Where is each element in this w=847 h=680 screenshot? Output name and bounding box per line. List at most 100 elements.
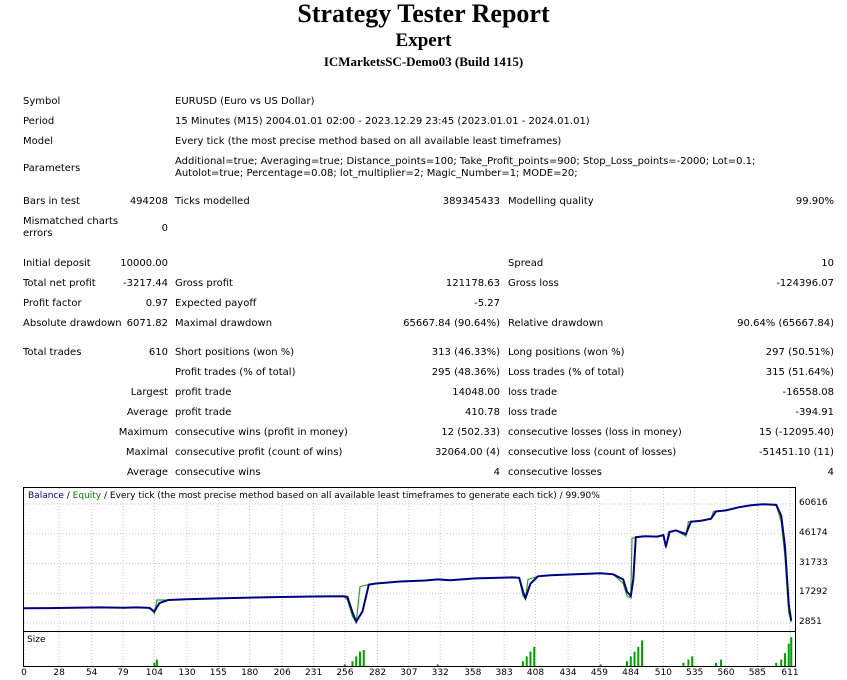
ticks-value: 389345433 (442, 196, 500, 207)
largest-loss-label: loss trade (508, 387, 558, 398)
balance-equity-chart: Balance / Equity / Every tick (the most … (23, 487, 796, 632)
average-consecutive-label: Average (126, 467, 168, 478)
ticks-label: Ticks modelled (175, 196, 250, 207)
size-bar-14 (629, 656, 632, 666)
gross-profit-value: 121178.63 (445, 278, 500, 289)
size-bar-4 (355, 656, 358, 666)
max-wins-label: consecutive wins (profit in money) (175, 427, 348, 438)
size-bar-7 (436, 664, 439, 666)
x-tick-label-13: 332 (431, 668, 449, 678)
profit-factor-value: 0.97 (145, 298, 168, 309)
long-label: Long positions (won %) (508, 347, 625, 358)
short-label: Short positions (won %) (175, 347, 295, 358)
period-value: 15 Minutes (M15) 2004.01.01 02:00 - 2023… (175, 116, 590, 127)
size-bar-5 (358, 651, 361, 666)
size-label: Size (27, 635, 46, 645)
size-bar-19 (687, 659, 690, 666)
size-bar-27 (790, 637, 793, 666)
x-tick-label-2: 54 (85, 668, 98, 678)
size-bar-17 (641, 640, 644, 666)
size-bar-11 (533, 646, 536, 666)
size-bar-25 (783, 653, 786, 666)
max-wins-value: 12 (502.33) (441, 427, 500, 438)
y-tick-label-3: 17292 (799, 587, 828, 598)
quality-label: Modelling quality (508, 196, 594, 207)
avg-losses-label: consecutive losses (508, 467, 602, 478)
avg-profit-value: 410.78 (465, 407, 500, 418)
maximum-label: Maximum (118, 427, 168, 438)
size-bar-8 (521, 661, 524, 666)
mismatch-value: 0 (161, 223, 168, 234)
size-bar-20 (691, 656, 694, 666)
profit-trades-value: 295 (48.36%) (431, 367, 500, 378)
total-trades-value: 610 (148, 347, 168, 358)
deposit-value: 10000.00 (120, 258, 168, 269)
size-bar-18 (682, 662, 685, 666)
size-bar-21 (715, 662, 718, 666)
short-value: 313 (46.33%) (431, 347, 500, 358)
avg-wins-label: consecutive wins (175, 467, 261, 478)
max-losses-label: consecutive losses (loss in money) (508, 427, 682, 438)
mismatch-label: Mismatched charts errors (23, 216, 119, 239)
bars-label: Bars in test (23, 196, 80, 207)
legend-balance: Balance (28, 491, 64, 501)
net-profit-value: -3217.44 (123, 278, 168, 289)
x-tick-label-3: 79 (117, 668, 129, 678)
x-tick-label-18: 459 (590, 668, 609, 678)
size-bar-0 (153, 662, 156, 666)
rel-drawdown-label: Relative drawdown (508, 318, 604, 329)
maximal-profit-label: consecutive profit (count of wins) (175, 447, 343, 458)
total-trades-label: Total trades (23, 347, 82, 358)
spread-label: Spread (508, 258, 544, 269)
size-panel: Size (23, 631, 796, 667)
x-tick-label-24: 611 (781, 668, 799, 678)
balance-equity-plot (24, 488, 795, 631)
x-tick-label-0: 0 (21, 668, 27, 678)
maximal-label: Maximal (125, 447, 168, 458)
x-tick-label-19: 484 (622, 668, 640, 678)
gross-loss-value: -124396.07 (776, 278, 834, 289)
avg-wins-value: 4 (493, 467, 500, 478)
net-profit-label: Total net profit (23, 278, 96, 289)
spread-value: 10 (821, 258, 834, 269)
report-subtitle: Expert (395, 30, 452, 51)
avg-profit-label: profit trade (175, 407, 232, 418)
legend-equity: Equity (72, 491, 102, 501)
largest-profit-label: profit trade (175, 387, 232, 398)
equity-line (24, 503, 792, 625)
size-bar-23 (775, 662, 778, 666)
y-tick-label-1: 46174 (799, 527, 828, 538)
x-tick-label-15: 383 (495, 668, 513, 678)
max-drawdown-label: Maximal drawdown (175, 318, 273, 329)
size-bar-22 (720, 659, 723, 666)
deposit-label: Initial deposit (23, 258, 91, 269)
size-bar-26 (787, 643, 790, 666)
size-bar-10 (529, 651, 532, 666)
average-label: Average (126, 407, 168, 418)
balance-line (24, 503, 793, 624)
maximal-profit-value: 32064.00 (4) (434, 447, 500, 458)
x-tick-label-16: 408 (526, 668, 545, 678)
abs-drawdown-value: 6071.82 (126, 318, 168, 329)
maximal-loss-label: consecutive loss (count of losses) (508, 447, 677, 458)
x-tick-label-17: 434 (559, 668, 577, 678)
parameters-label: Parameters (23, 163, 81, 174)
y-tick-label-4: 2851 (799, 617, 822, 627)
x-tick-label-22: 560 (717, 668, 735, 678)
bars-value: 494208 (129, 196, 168, 207)
size-bar-12 (599, 664, 602, 666)
x-tick-label-9: 231 (305, 668, 323, 678)
x-tick-label-4: 104 (145, 668, 163, 678)
size-bar-6 (362, 650, 365, 666)
size-bar-3 (351, 661, 354, 666)
legend-separator: / (63, 491, 73, 501)
model-value: Every tick (the most precise method base… (175, 136, 562, 147)
symbol-value: EURUSD (Euro vs US Dollar) (175, 96, 315, 107)
symbol-label: Symbol (23, 96, 61, 107)
x-tick-label-8: 206 (273, 668, 291, 678)
profit-trades-label: Profit trades (% of total) (175, 367, 296, 378)
gross-profit-label: Gross profit (175, 278, 233, 289)
rel-drawdown-value: 90.64% (65667.84) (737, 318, 834, 329)
max-losses-value: 15 (-12095.40) (758, 427, 834, 438)
x-tick-label-20: 510 (654, 668, 672, 678)
